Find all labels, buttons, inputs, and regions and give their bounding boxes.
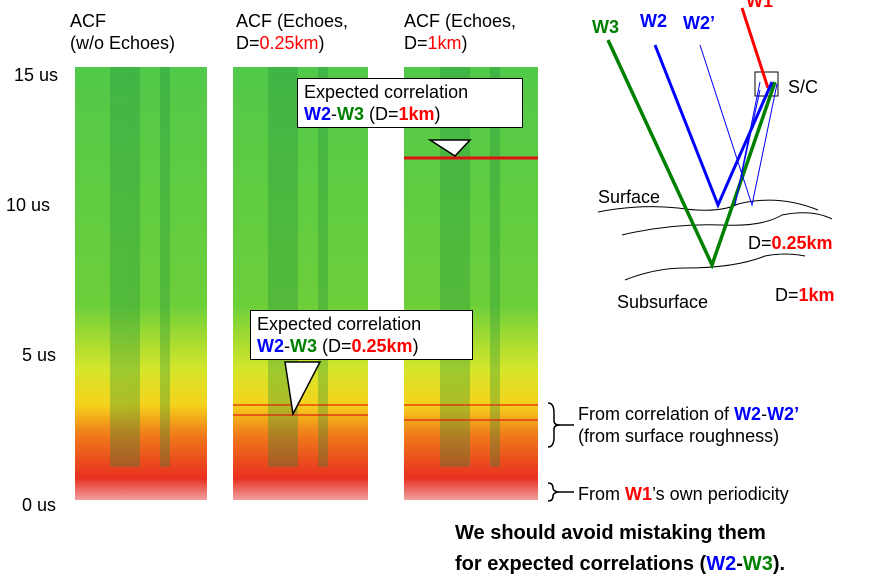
text-line: D=1km	[775, 284, 835, 306]
text-line: for expected correlations (W2-W3).	[455, 549, 785, 580]
text-line: We should avoid mistaking them	[455, 518, 785, 549]
text-segment: W2	[257, 336, 284, 356]
text-segment: )	[318, 33, 325, 53]
text-segment: From	[578, 484, 625, 504]
text-segment: W2	[304, 104, 331, 124]
text-segment: W3	[592, 17, 619, 37]
text-segment: ACF (Echoes,	[236, 11, 349, 31]
text-segment: Expected correlation	[257, 314, 422, 334]
text-segment: 0.25km	[771, 233, 833, 253]
text-segment: D=	[775, 285, 799, 305]
heatmaps	[75, 67, 538, 500]
panel-title: ACF (Echoes, D=0.25km)	[236, 10, 348, 54]
wave-label: W2	[640, 10, 667, 32]
braces	[547, 402, 574, 502]
text-segment: W1	[625, 484, 652, 504]
heatmap	[233, 67, 368, 500]
text-segment: ).	[772, 553, 786, 575]
text-segment: W2	[706, 553, 737, 575]
text-segment: W1	[746, 0, 773, 11]
wave-label: W1	[746, 0, 773, 12]
text-segment: W2	[734, 404, 762, 424]
text-segment: )	[412, 336, 419, 356]
sc-label: S/C	[788, 76, 818, 98]
text-segment: -	[284, 336, 290, 356]
text-line: From W1’s own periodicity	[578, 483, 789, 505]
text-segment: We should avoid mistaking them	[455, 522, 766, 544]
text-segment: 1km	[427, 33, 462, 53]
text-segment: 0.25km	[351, 336, 413, 356]
text-segment: D=	[748, 233, 772, 253]
text-segment: S/C	[788, 77, 819, 97]
text-line: D=1km)	[404, 32, 516, 54]
wave-label: W2’	[683, 12, 715, 34]
text-segment: 1km	[398, 104, 435, 124]
row-stripes	[233, 404, 538, 421]
text-line: (from surface roughness)	[578, 425, 799, 447]
text-segment: for expected correlations (	[455, 553, 707, 575]
text-segment: -	[736, 553, 743, 575]
text-line: Expected correlation	[304, 81, 516, 103]
text-line: D=0.25km)	[236, 32, 348, 54]
text-line: From correlation of W2-W2’	[578, 403, 799, 425]
text-line: ACF (Echoes,	[236, 10, 348, 32]
text-segment: -	[761, 404, 768, 424]
annotation: From W1’s own periodicity	[578, 483, 789, 505]
text-segment: 1km	[798, 285, 835, 305]
heatmap	[404, 67, 538, 500]
column-shading	[110, 67, 500, 467]
text-line: W2-W3 (D=0.25km)	[257, 335, 466, 357]
depth-label: D=0.25km	[748, 232, 833, 254]
y-label: 15 us	[14, 65, 59, 85]
depth-label: D=1km	[775, 284, 835, 306]
text-line: W2-W3 (D=1km)	[304, 103, 516, 125]
note: We should avoid mistaking them for expect…	[455, 518, 785, 580]
text-segment: D=	[236, 33, 260, 53]
text-segment: W3	[337, 104, 364, 124]
text-segment: (from surface roughness)	[578, 426, 780, 446]
text-segment: 0.25km	[259, 33, 319, 53]
text-segment: Surface	[598, 187, 661, 207]
text-segment: (D=	[317, 336, 352, 356]
annotation: From correlation of W2-W2’ (from surface …	[578, 403, 799, 447]
scatter-diagram	[597, 7, 833, 281]
panel-title: ACF (Echoes, D=1km)	[404, 10, 516, 54]
text-segment: ’s own periodicity	[652, 484, 789, 504]
text-line: ACF	[70, 10, 175, 32]
text-segment: ACF	[70, 11, 106, 31]
text-segment: ACF (Echoes,	[404, 11, 517, 31]
text-line: Expected correlation	[257, 313, 466, 335]
text-segment: W3	[290, 336, 317, 356]
text-segment: W2’	[767, 404, 800, 424]
text-segment: W2	[640, 11, 667, 31]
text-segment: -	[331, 104, 337, 124]
text-line: D=0.25km	[748, 232, 833, 254]
text-segment: W3	[742, 553, 773, 575]
y-label: 5 us	[22, 345, 57, 365]
text-segment: D=	[404, 33, 428, 53]
panel-title: ACF (w/o Echoes)	[70, 10, 175, 54]
text-segment: )	[461, 33, 468, 53]
text-segment: (w/o Echoes)	[70, 33, 176, 53]
wave-label: W3	[592, 16, 619, 38]
text-line: (w/o Echoes)	[70, 32, 175, 54]
y-label: 10 us	[6, 195, 51, 215]
subsurface-label: Subsurface	[617, 291, 708, 313]
surface-label: Surface	[598, 186, 660, 208]
callout: Expected correlation W2-W3 (D=0.25km)	[250, 310, 473, 360]
text-segment: W2’	[683, 13, 716, 33]
callout-pointers	[284, 139, 472, 417]
text-line: ACF (Echoes,	[404, 10, 516, 32]
text-segment: (D=	[364, 104, 399, 124]
y-label: 0 us	[22, 495, 57, 515]
text-segment: From correlation of	[578, 404, 735, 424]
text-segment: Subsurface	[617, 292, 709, 312]
callout: Expected correlation W2-W3 (D=1km)	[297, 78, 523, 128]
text-segment: )	[434, 104, 441, 124]
heatmap	[75, 67, 207, 500]
text-segment: Expected correlation	[304, 82, 469, 102]
